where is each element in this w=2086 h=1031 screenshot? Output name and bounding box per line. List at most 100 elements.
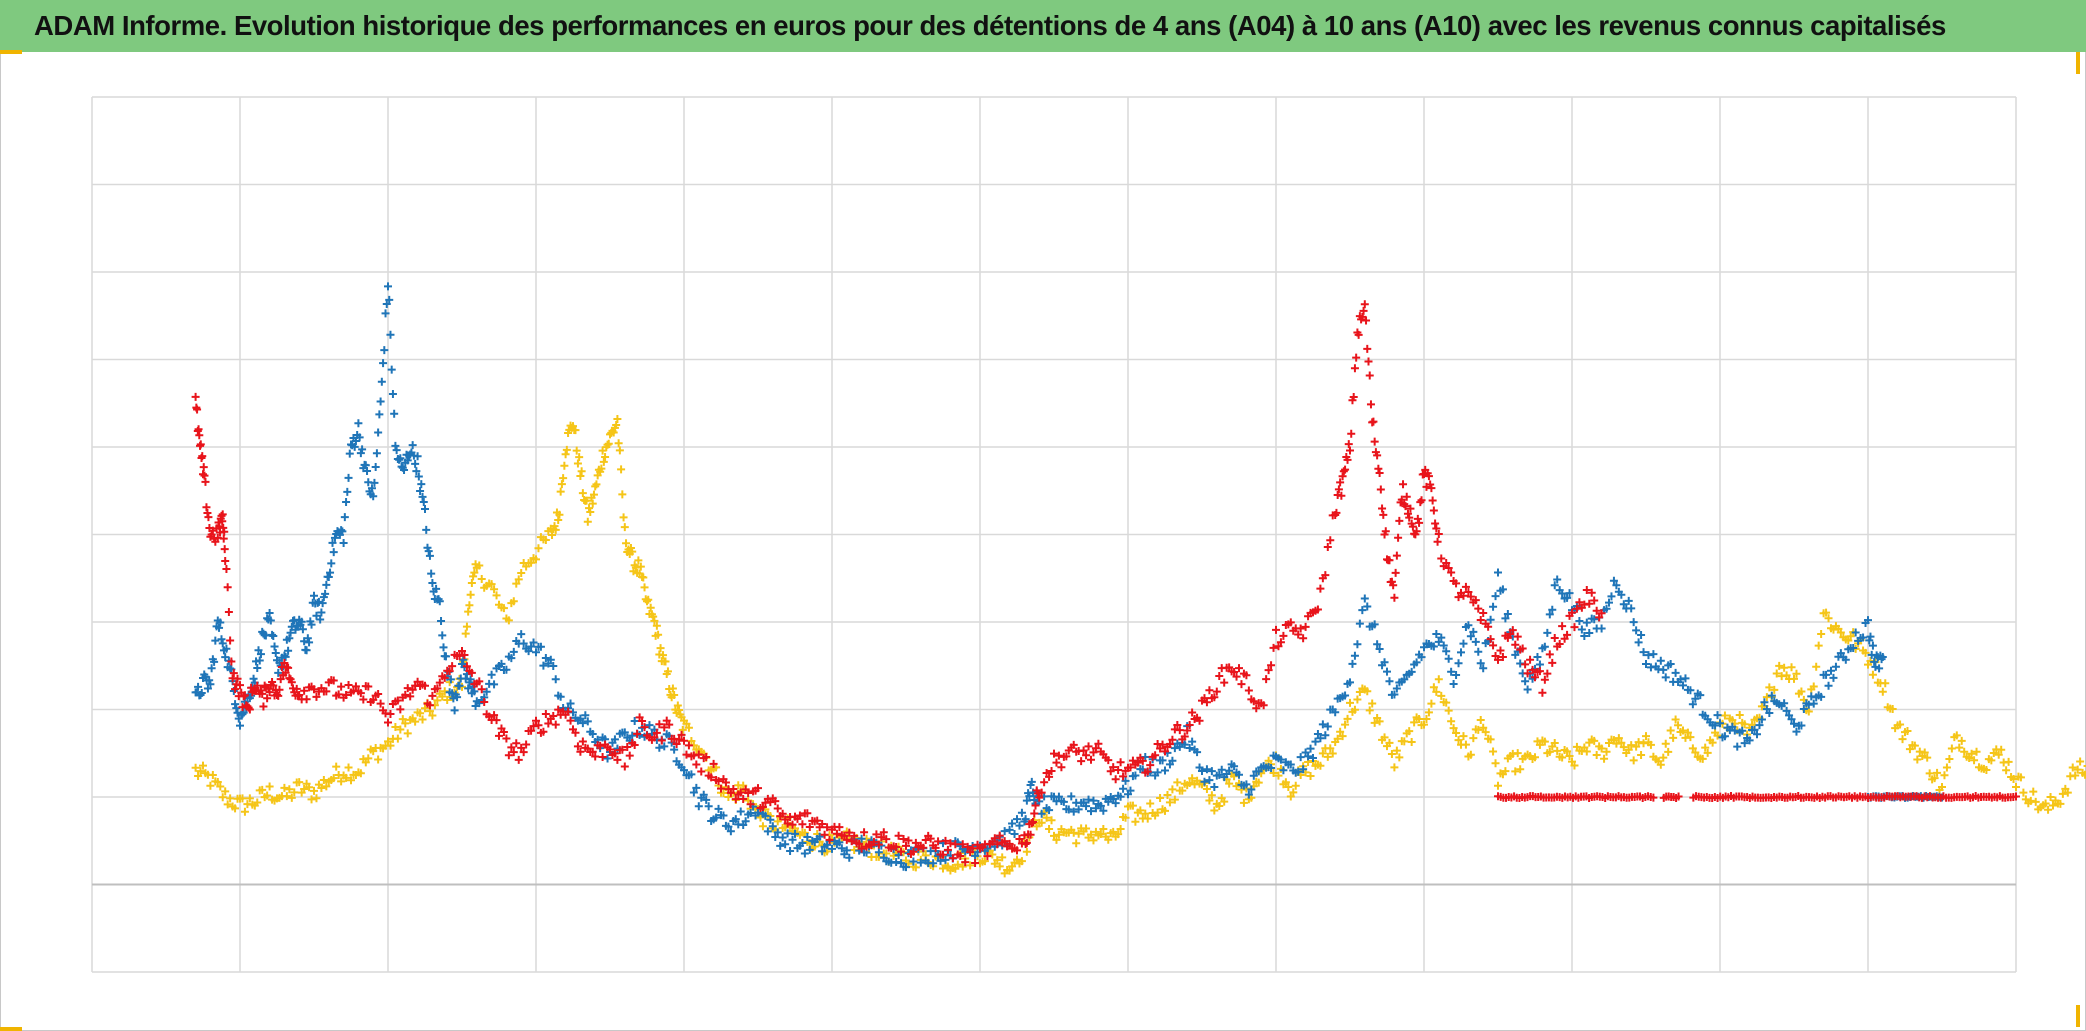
data-point bbox=[1339, 467, 1348, 476]
data-point bbox=[585, 504, 594, 513]
data-point bbox=[998, 853, 1007, 862]
data-point bbox=[1128, 801, 1137, 810]
data-point bbox=[329, 548, 338, 557]
data-point bbox=[1052, 835, 1061, 844]
data-point bbox=[440, 687, 449, 696]
data-point bbox=[1399, 480, 1408, 489]
data-point bbox=[245, 794, 254, 803]
data-point bbox=[1304, 752, 1313, 761]
data-point bbox=[477, 575, 486, 584]
data-point bbox=[392, 446, 401, 455]
data-point bbox=[2046, 793, 2055, 802]
data-point bbox=[1363, 602, 1372, 611]
data-point bbox=[1429, 683, 1438, 692]
data-point bbox=[729, 785, 738, 794]
data-point bbox=[512, 739, 521, 748]
data-point bbox=[367, 484, 376, 493]
data-point bbox=[210, 657, 219, 666]
data-point bbox=[1343, 714, 1352, 723]
data-point bbox=[514, 755, 523, 764]
data-point bbox=[1930, 774, 1939, 783]
data-point bbox=[532, 555, 540, 564]
data-point bbox=[719, 811, 728, 820]
data-point bbox=[1491, 759, 1500, 768]
data-point bbox=[396, 705, 405, 714]
data-point bbox=[428, 579, 437, 588]
data-point bbox=[551, 675, 560, 684]
data-point bbox=[990, 834, 999, 843]
data-point bbox=[1703, 748, 1712, 757]
data-point bbox=[1082, 824, 1091, 833]
data-point bbox=[1486, 735, 1495, 744]
data-point bbox=[197, 688, 206, 697]
data-point bbox=[403, 729, 412, 738]
data-point bbox=[1220, 678, 1229, 687]
data-point bbox=[196, 440, 205, 449]
data-point bbox=[754, 784, 762, 793]
data-point bbox=[803, 832, 812, 841]
data-point bbox=[958, 840, 967, 849]
data-point bbox=[919, 843, 928, 852]
data-point bbox=[1242, 671, 1251, 680]
data-point bbox=[1829, 673, 1838, 682]
data-point bbox=[633, 729, 642, 738]
data-point bbox=[249, 674, 258, 683]
data-point bbox=[1481, 728, 1490, 737]
data-point bbox=[1359, 306, 1368, 315]
data-point bbox=[559, 474, 568, 483]
data-point bbox=[411, 459, 420, 468]
data-point bbox=[1466, 592, 1475, 601]
data-point bbox=[1442, 698, 1451, 707]
data-point bbox=[1031, 801, 1040, 810]
data-point bbox=[433, 696, 442, 705]
data-point bbox=[446, 675, 455, 684]
data-point bbox=[736, 807, 745, 816]
data-point bbox=[344, 680, 353, 689]
data-point bbox=[583, 717, 592, 726]
data-point bbox=[1429, 642, 1438, 651]
data-point bbox=[761, 811, 770, 820]
data-point bbox=[321, 589, 330, 598]
data-point bbox=[646, 603, 655, 612]
data-point bbox=[422, 525, 431, 534]
data-point bbox=[963, 842, 972, 851]
data-point bbox=[1207, 791, 1216, 800]
data-point bbox=[572, 446, 581, 455]
data-point bbox=[659, 651, 668, 660]
data-point bbox=[1447, 667, 1456, 676]
data-point bbox=[1346, 446, 1354, 455]
data-point bbox=[1817, 692, 1826, 701]
data-point bbox=[376, 397, 385, 406]
data-point bbox=[1494, 568, 1502, 577]
data-point bbox=[1027, 819, 1036, 828]
data-point bbox=[1262, 675, 1271, 684]
data-point bbox=[1366, 400, 1375, 409]
data-point bbox=[1871, 662, 1880, 671]
data-point bbox=[391, 441, 400, 450]
data-point bbox=[1326, 744, 1335, 753]
data-point bbox=[1037, 809, 1046, 818]
data-point bbox=[1866, 632, 1875, 641]
corner-mark-bottom-left bbox=[0, 1027, 22, 1031]
data-point bbox=[1859, 633, 1868, 642]
data-point bbox=[1619, 600, 1628, 609]
data-point bbox=[578, 719, 587, 728]
data-point bbox=[1069, 807, 1078, 816]
data-point bbox=[512, 579, 521, 588]
data-point bbox=[1484, 622, 1493, 631]
data-point bbox=[504, 616, 513, 625]
data-point bbox=[1062, 752, 1071, 761]
data-point bbox=[1711, 721, 1720, 730]
data-point bbox=[1350, 364, 1359, 373]
data-point bbox=[995, 862, 1004, 871]
data-point bbox=[615, 446, 624, 455]
data-point bbox=[1607, 592, 1616, 601]
data-point bbox=[342, 497, 351, 506]
data-point bbox=[1868, 641, 1877, 650]
data-point bbox=[958, 862, 967, 871]
data-point bbox=[240, 691, 249, 700]
data-point bbox=[657, 736, 666, 745]
data-point bbox=[388, 389, 397, 398]
data-point bbox=[603, 754, 612, 763]
data-point bbox=[1587, 588, 1596, 597]
